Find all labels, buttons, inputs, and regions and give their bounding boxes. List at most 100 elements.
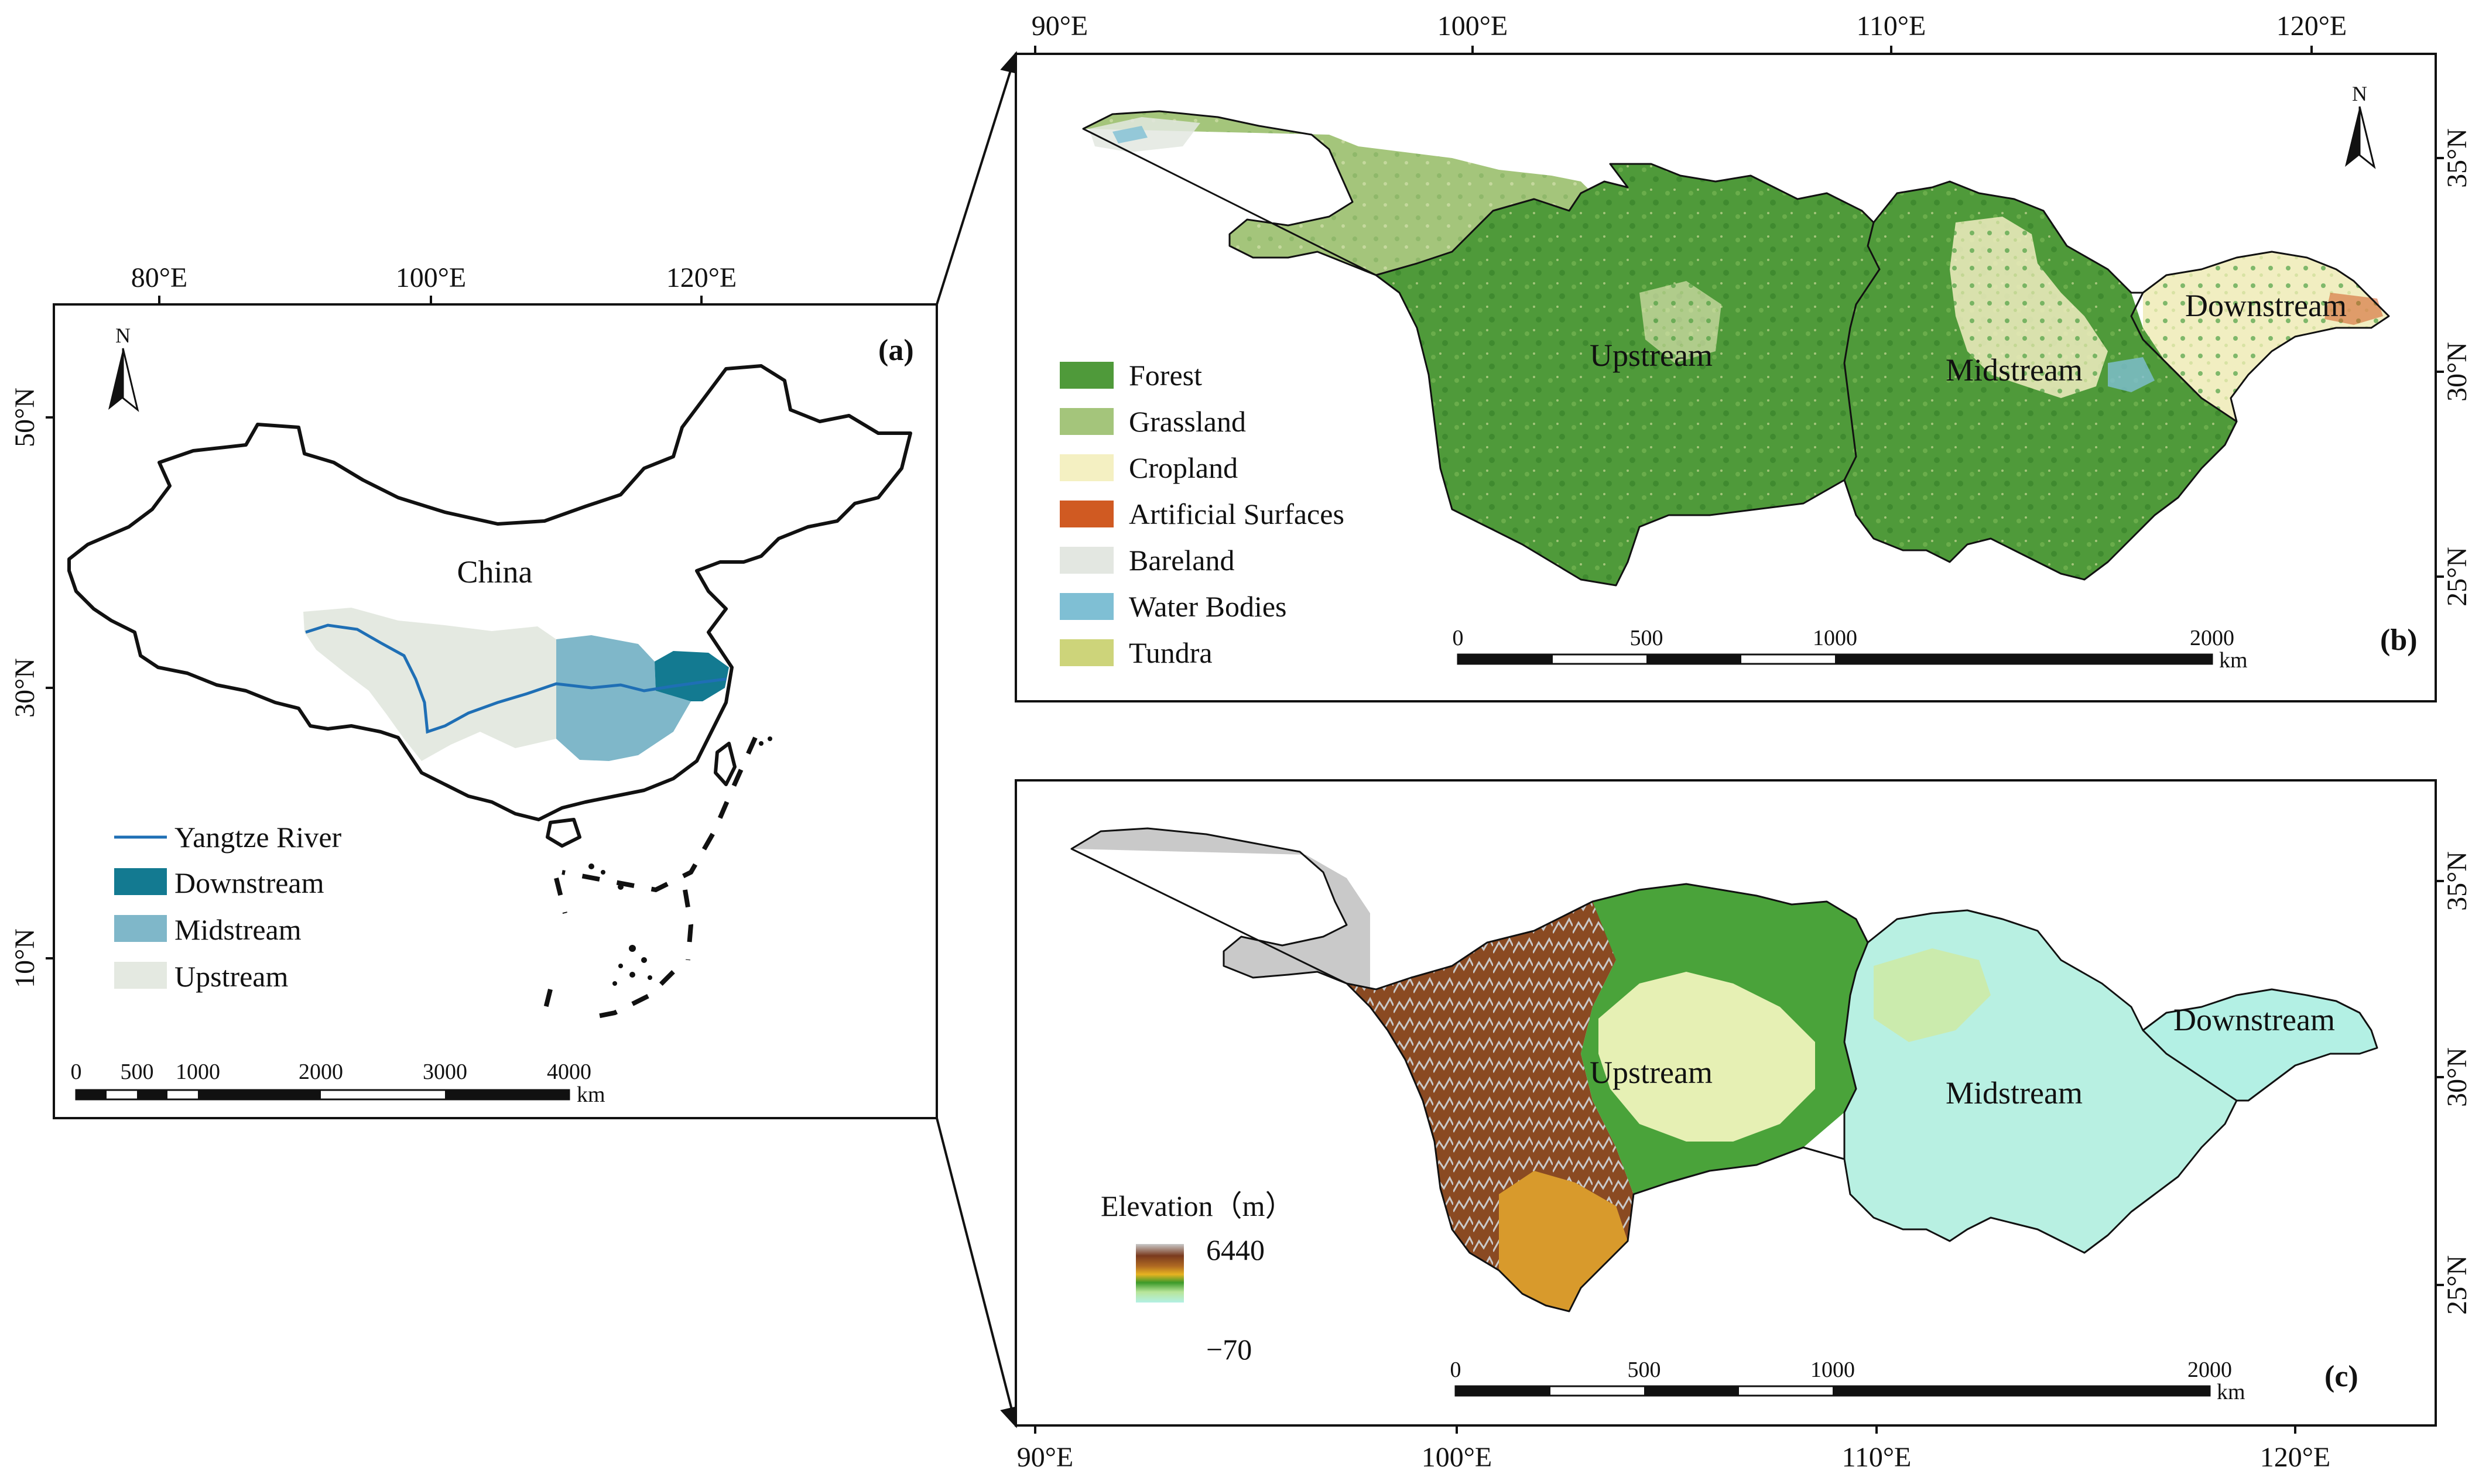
- b-legend-water-swatch: [1060, 593, 1114, 620]
- c-scale-500: 500: [1628, 1358, 1661, 1382]
- c-scale-0: 0: [1450, 1358, 1461, 1382]
- a-legend-downstream-swatch: [114, 868, 167, 895]
- b-scale-500: 500: [1630, 626, 1663, 650]
- c-midstream-upland: [1874, 948, 1991, 1042]
- c-right-tick-25: 25°N: [2442, 1255, 2473, 1315]
- b-water-west: [1112, 126, 1148, 143]
- a-legend: Yangtze River Downstream Midstream Upstr…: [114, 821, 342, 993]
- a-scale-4000: 4000: [547, 1060, 591, 1084]
- c-elevation-legend: Elevation（m） 6440 −70: [1101, 1190, 1295, 1366]
- c-scale-bar: 0 500 1000 2000 km: [1450, 1358, 2245, 1404]
- c-midstream-label: Midstream: [1946, 1075, 2083, 1111]
- panel-b: 90°E 100°E 110°E 120°E 35°N 30°N 25°N: [1015, 11, 2473, 702]
- a-scale-0: 0: [71, 1060, 82, 1084]
- a-top-tick-80: 80°E: [131, 262, 188, 293]
- b-legend: Forest Grassland Cropland Artificial Sur…: [1060, 359, 1344, 669]
- a-scale-1000: 1000: [176, 1060, 220, 1084]
- panel-a-left-ticks: 50°N 30°N 10°N: [9, 388, 54, 988]
- b-legend-cropland-swatch: [1060, 454, 1114, 481]
- b-basin-upstream-forest: [1376, 164, 1879, 585]
- panel-a: 80°E 100°E 120°E 50°N 30°N 10°N: [9, 262, 938, 1119]
- a-midstream-region: [556, 635, 691, 761]
- a-top-tick-100: 100°E: [396, 262, 467, 293]
- c-downstream-low: [2143, 989, 2377, 1101]
- b-legend-tundra-swatch: [1060, 639, 1114, 666]
- b-right-tick-30: 30°N: [2442, 342, 2473, 402]
- c-basin-outline: [1070, 827, 2378, 1312]
- a-nine-dash-line: [542, 736, 758, 1021]
- a-panel-id: (a): [878, 334, 914, 367]
- a-hainan-outline: [546, 818, 581, 848]
- a-left-tick-30: 30°N: [9, 658, 40, 718]
- a-taiwan-outline: [714, 742, 737, 786]
- a-downstream-region: [655, 651, 729, 701]
- c-plateau-grey: [1071, 828, 1370, 995]
- a-legend-upstream-label: Upstream: [174, 960, 288, 993]
- b-scale-bar: 0 500 1000 2000 km: [1453, 626, 2248, 673]
- a-china-outline: [67, 364, 912, 821]
- panel-c-right-ticks: 35°N 30°N 25°N: [2436, 851, 2473, 1315]
- a-china-label: China: [457, 554, 533, 590]
- c-highland-orange: [1499, 1171, 1628, 1311]
- a-scale-bar: 0 500 1000 2000 3000 4000 km: [71, 1060, 605, 1107]
- b-downstream-label: Downstream: [2185, 288, 2347, 323]
- b-top-tick-90: 90°E: [1032, 11, 1088, 42]
- b-legend-tundra-label: Tundra: [1129, 636, 1213, 669]
- b-top-tick-120: 120°E: [2276, 11, 2347, 42]
- zoom-connectors: [936, 51, 1019, 1428]
- a-scale-2000: 2000: [299, 1060, 343, 1084]
- c-downstream-label: Downstream: [2173, 1002, 2335, 1037]
- b-legend-water-label: Water Bodies: [1129, 590, 1287, 623]
- b-legend-forest-label: Forest: [1129, 359, 1202, 392]
- c-basin-elevation: [1070, 827, 2378, 1312]
- b-legend-grassland-label: Grassland: [1129, 405, 1246, 438]
- b-basin-outline: [1082, 110, 2390, 587]
- panel-b-right-ticks: 35°N 30°N 25°N: [2436, 128, 2473, 606]
- b-upstream-mid-boundary: [1843, 222, 1881, 481]
- b-mid-down-boundary: [2130, 292, 2237, 423]
- b-scale-2000: 2000: [2190, 626, 2234, 650]
- b-legend-artificial-swatch: [1060, 501, 1114, 527]
- b-top-tick-110: 110°E: [1857, 11, 1926, 42]
- b-scale-0: 0: [1453, 626, 1464, 650]
- a-scale-500: 500: [121, 1060, 154, 1084]
- c-mid-down-boundary: [2142, 1029, 2237, 1102]
- b-basin-landcover: [1082, 110, 2390, 587]
- a-upstream-region: [303, 608, 556, 761]
- a-scale-unit: km: [577, 1082, 605, 1107]
- a-legend-river-label: Yangtze River: [174, 821, 342, 854]
- panel-b-top-ticks: 90°E 100°E 110°E 120°E: [1032, 11, 2347, 54]
- c-upstream-label: Upstream: [1590, 1055, 1713, 1090]
- c-elevation-ramp: [1136, 1244, 1184, 1303]
- c-bottom-tick-100: 100°E: [1422, 1442, 1492, 1473]
- b-top-tick-100: 100°E: [1437, 11, 1508, 42]
- c-bottom-tick-90: 90°E: [1017, 1442, 1074, 1473]
- b-legend-bareland-swatch: [1060, 547, 1114, 574]
- c-right-tick-30: 30°N: [2442, 1047, 2473, 1107]
- c-elevation-max: 6440: [1206, 1233, 1265, 1266]
- a-north-letter: N: [115, 324, 131, 347]
- b-water-mid: [2108, 357, 2155, 392]
- b-midstream-cropland: [1950, 217, 2108, 398]
- b-panel-id: (b): [2380, 623, 2418, 657]
- panel-c: 90°E 100°E 110°E 120°E 35°N 30°N 25°N: [1015, 779, 2473, 1473]
- a-north-arrow: N: [108, 324, 139, 412]
- b-legend-artificial-label: Artificial Surfaces: [1129, 498, 1344, 530]
- a-sea-islands: [588, 736, 772, 986]
- panel-a-top-ticks: 80°E 100°E 120°E: [131, 262, 737, 304]
- b-right-tick-35: 35°N: [2442, 128, 2473, 188]
- a-yangtze-river: [305, 623, 727, 734]
- a-left-tick-50: 50°N: [9, 388, 40, 447]
- b-right-tick-25: 25°N: [2442, 547, 2473, 606]
- b-legend-grassland-swatch: [1060, 408, 1114, 435]
- c-bottom-tick-110: 110°E: [1842, 1442, 1912, 1473]
- b-upstream-label: Upstream: [1590, 338, 1713, 373]
- b-basin-downstream: [2143, 252, 2389, 421]
- c-panel-id: (c): [2324, 1360, 2358, 1393]
- c-elevation-title: Elevation（m）: [1101, 1190, 1295, 1222]
- b-legend-cropland-label: Cropland: [1129, 451, 1238, 484]
- a-legend-downstream-label: Downstream: [174, 866, 324, 899]
- c-scale-2000: 2000: [2187, 1358, 2232, 1382]
- panel-c-bottom-ticks: 90°E 100°E 110°E 120°E: [1017, 1425, 2330, 1473]
